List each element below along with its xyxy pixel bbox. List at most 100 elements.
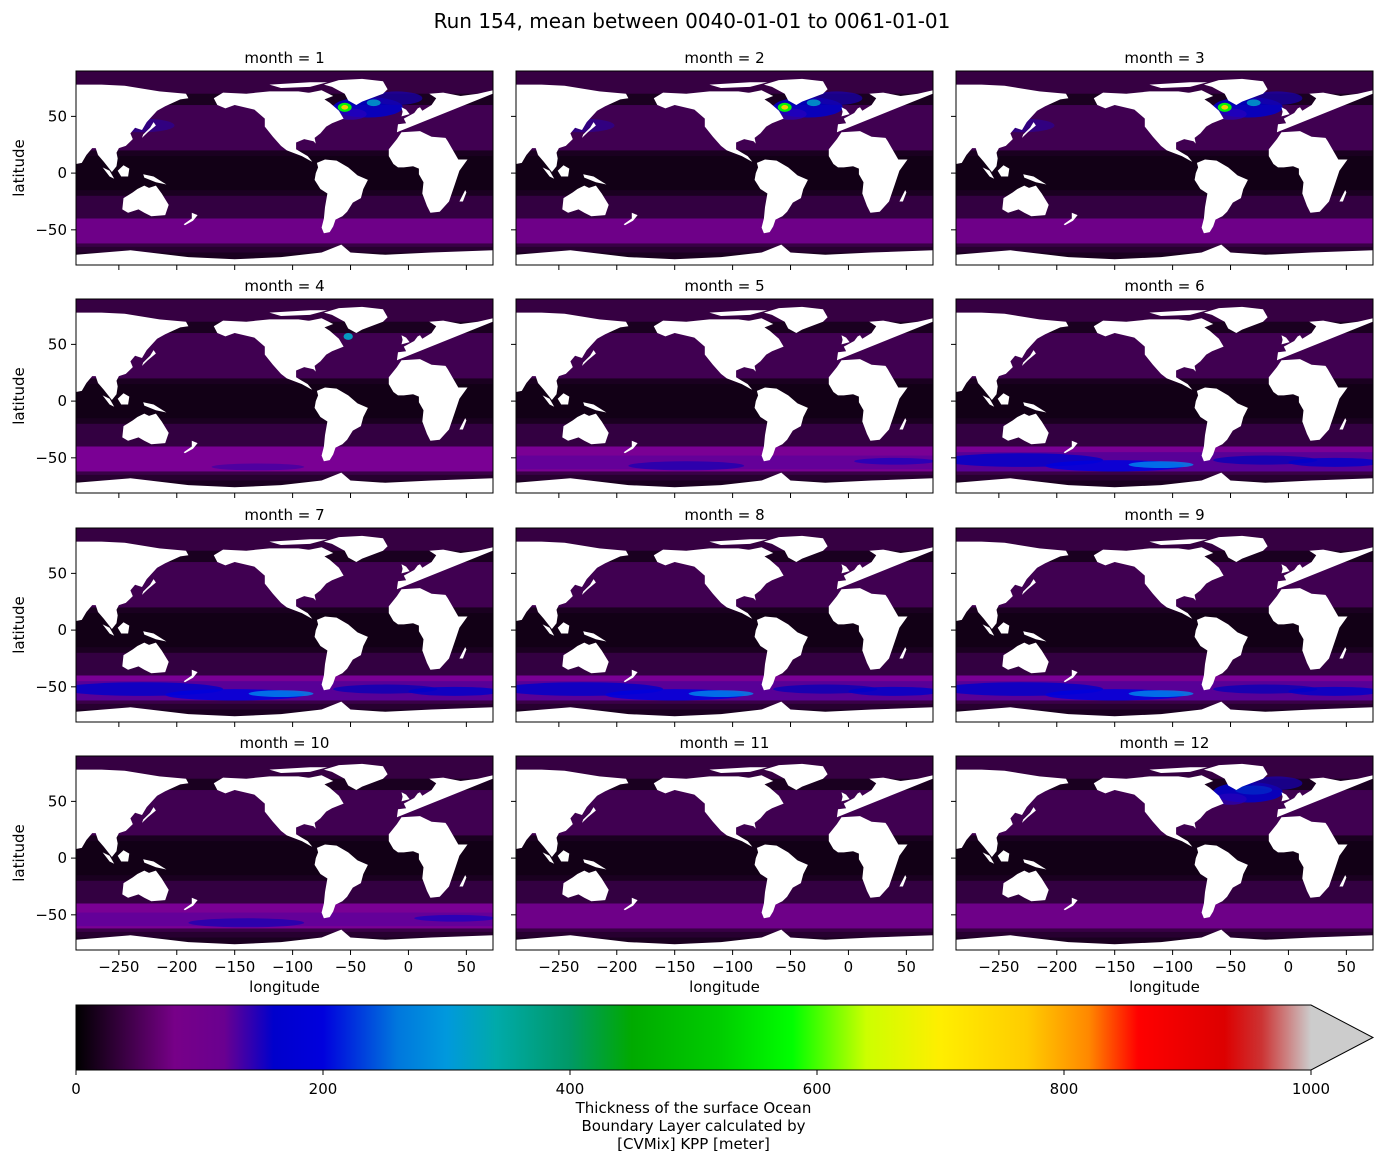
land-greenland <box>763 535 828 562</box>
value-patch <box>248 690 314 698</box>
land-japan <box>1022 122 1036 138</box>
land-africa <box>1268 131 1348 213</box>
value-band <box>956 903 1373 932</box>
land-arcticisl <box>1149 539 1208 545</box>
land-antarctica <box>516 929 933 950</box>
land-greenland <box>763 763 828 790</box>
panel-month-3: month = 3 <box>951 49 1374 270</box>
value-band <box>76 218 493 247</box>
land-madagascar <box>459 418 467 430</box>
panel-title: month = 7 <box>244 506 324 524</box>
land-greenland <box>1203 78 1268 105</box>
y-tick-label: 50 <box>48 107 67 125</box>
value-patch <box>1246 99 1261 107</box>
land-madagascar <box>459 647 467 659</box>
land-samerica <box>1194 387 1248 462</box>
value-patch <box>188 918 305 928</box>
panel-month-11: month = 11 −250 −200 −150 −100 −50 0 50 longitud… <box>511 734 934 996</box>
y-tick-label: 0 <box>57 392 67 410</box>
value-band <box>76 423 493 447</box>
value-band <box>956 71 1373 94</box>
value-patch <box>343 333 353 340</box>
land-borneo <box>997 165 1010 177</box>
land-borneo <box>997 850 1010 862</box>
land-ngguinea <box>1023 174 1047 185</box>
land-borneo <box>117 622 130 634</box>
x-tick-label: 0 <box>844 958 854 976</box>
land-antarctica <box>956 929 1373 950</box>
land-sumatra <box>982 395 995 407</box>
panel-month-2: month = 2 <box>511 49 934 270</box>
land-asiawest <box>516 541 629 629</box>
land-sumatra <box>982 624 995 636</box>
panel-frame <box>515 298 934 494</box>
land-ngguinea <box>1023 631 1047 642</box>
colorbar: 0 200 400 600 800 1000 Thickness of the surfac… <box>71 1004 1375 1153</box>
land-ngguinea <box>143 174 167 185</box>
land-greenland <box>323 535 388 562</box>
land-greenland <box>1203 535 1268 562</box>
land-japan <box>142 579 156 595</box>
colorbar-gradient <box>76 1005 1311 1070</box>
land-ngguinea <box>583 174 607 185</box>
x-axis-label: longitude <box>249 978 320 996</box>
land-uk <box>841 564 850 574</box>
value-band <box>956 880 1373 904</box>
figure-title: Run 154, mean between 0040-01-01 to 0061… <box>434 9 951 33</box>
land-madagascar <box>899 875 907 887</box>
land-sumatra <box>542 852 555 864</box>
land-borneo <box>117 850 130 862</box>
value-band <box>956 218 1373 247</box>
panel-month-5: month = 5 <box>511 277 934 498</box>
value-band <box>956 195 1373 219</box>
land-madagascar <box>899 647 907 659</box>
value-band <box>516 299 933 322</box>
value-band <box>956 471 1373 481</box>
panel-title: month = 5 <box>684 277 764 295</box>
land-australia <box>1002 413 1049 445</box>
land-asiawest <box>76 312 189 400</box>
x-tick-label: −100 <box>1152 958 1193 976</box>
land-samerica <box>754 844 808 919</box>
land-sumatra <box>542 167 555 179</box>
value-band <box>516 195 933 219</box>
land-eurasia <box>836 90 933 133</box>
value-band <box>516 903 933 932</box>
land-ngguinea <box>143 402 167 413</box>
panel-title: month = 1 <box>244 49 324 67</box>
value-band <box>516 71 933 94</box>
land-eurasia <box>396 90 493 133</box>
panel-month-10: month = 10 −250 −200 −150 −100 −50 0 50 −50 0 50 lo… <box>10 734 494 996</box>
value-band <box>956 243 1373 253</box>
land-borneo <box>117 393 130 405</box>
land-borneo <box>997 622 1010 634</box>
value-band <box>516 423 933 447</box>
land-eurasia <box>1276 775 1373 818</box>
land-baffin <box>744 318 774 331</box>
land-nzealand <box>1063 897 1078 911</box>
land-nzealand <box>183 212 198 226</box>
x-tick-label: −200 <box>156 958 197 976</box>
land-sumatra <box>542 395 555 407</box>
value-band <box>76 195 493 219</box>
land-ngguinea <box>583 402 607 413</box>
colorbar-tick-label: 200 <box>309 1080 338 1098</box>
land-arcticisl <box>1149 767 1208 773</box>
value-patch <box>408 686 493 696</box>
colorbar-outline <box>75 1004 1375 1071</box>
land-namerica <box>1093 776 1224 849</box>
land-arcticisl <box>709 767 768 773</box>
value-band <box>516 880 933 904</box>
land-madagascar <box>1339 647 1347 659</box>
land-baffin <box>1184 547 1214 560</box>
land-namerica <box>213 319 344 392</box>
land-samerica <box>754 387 808 462</box>
colorbar-tick-label: 600 <box>803 1080 832 1098</box>
land-samerica <box>1194 616 1248 691</box>
panel-month-9: month = 9 <box>951 506 1374 727</box>
value-patch <box>1235 785 1273 795</box>
panel-frame <box>515 527 934 723</box>
value-band <box>956 928 1373 938</box>
land-nzealand <box>183 897 198 911</box>
